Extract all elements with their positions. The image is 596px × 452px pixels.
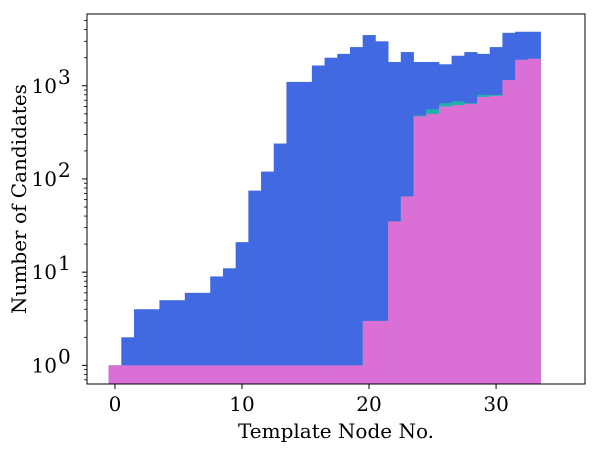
y-tick-label: 10 <box>32 74 57 98</box>
bar-series2-bin7 <box>197 365 211 384</box>
bar-series0-bin20 <box>362 35 376 385</box>
bar-series2-bin16 <box>311 365 325 384</box>
bar-series2-bin32 <box>515 59 529 384</box>
bar-series0-bin10 <box>235 242 249 384</box>
bar-series0-bin3 <box>146 309 160 384</box>
bar-series2-bin20 <box>362 320 376 384</box>
bar-series2-bin33 <box>527 58 541 384</box>
bar-series2-bin27 <box>451 105 465 385</box>
bar-series0-bin14 <box>286 81 300 384</box>
bar-series2-bin2 <box>134 365 148 384</box>
x-tick-label: 10 <box>229 392 254 416</box>
bar-series0-bin8 <box>210 276 224 384</box>
bar-series2-bin14 <box>286 365 300 384</box>
y-axis-label: Number of Candidates <box>7 84 31 314</box>
bar-series2-bin21 <box>375 320 389 384</box>
bar-series0-bin7 <box>197 292 211 384</box>
bar-series2-bin0 <box>108 365 122 384</box>
bar-series0-bin6 <box>184 292 198 384</box>
bar-series2-bin10 <box>235 365 249 384</box>
bar-series2-bin29 <box>477 96 491 385</box>
x-axis: 0 10 20 30 <box>109 384 509 416</box>
bar-series2-bin19 <box>349 365 364 384</box>
bar-series2-bin30 <box>489 95 503 384</box>
x-axis-label: Template Node No. <box>238 419 434 443</box>
bar-series0-bin18 <box>337 53 351 384</box>
bar-series2-bin18 <box>337 365 351 384</box>
bar-series0-bin16 <box>311 65 325 385</box>
bar-series0-bin19 <box>349 47 364 385</box>
bar-series2-bin11 <box>248 365 262 384</box>
y-tick-exponent: 0 <box>58 344 71 368</box>
bar-series0-bin17 <box>324 57 338 385</box>
x-tick-label: 0 <box>109 392 122 416</box>
bar-series2-bin13 <box>273 365 287 384</box>
bar-series2-bin6 <box>184 365 198 384</box>
bar-series2-bin26 <box>438 106 452 384</box>
y-tick-label: 10 <box>32 260 57 284</box>
bar-series2-bin23 <box>400 196 414 384</box>
bar-series2-bin5 <box>172 365 186 384</box>
y-tick-label: 10 <box>32 167 57 191</box>
y-tick-label: 10 <box>32 353 57 377</box>
bar-series0-bin13 <box>273 143 287 384</box>
x-tick-label: 20 <box>356 392 381 416</box>
y-tick-exponent: 2 <box>58 158 71 182</box>
bar-series2-bin25 <box>426 113 440 384</box>
bar-series2-bin22 <box>388 221 402 384</box>
bar-series2-bin3 <box>146 365 160 384</box>
bar-series0-bin2 <box>134 309 148 384</box>
y-tick-exponent: 1 <box>58 251 71 275</box>
bar-series0-bin4 <box>159 300 173 384</box>
bar-series2-bin9 <box>222 365 237 384</box>
bar-series0-bin9 <box>222 268 237 384</box>
bar-series2-bin1 <box>121 365 135 384</box>
bar-series0-bin5 <box>172 300 186 384</box>
bar-series0-bin15 <box>299 81 313 384</box>
plot-frame <box>86 13 586 385</box>
y-tick-exponent: 3 <box>58 65 71 89</box>
bar-series2-bin24 <box>413 116 427 384</box>
bar-series0-bin12 <box>261 171 275 384</box>
bar-series0-bin21 <box>375 41 389 385</box>
bar-series0-bin11 <box>248 190 262 384</box>
bar-series2-bin17 <box>324 365 338 384</box>
x-tick-label: 30 <box>483 392 508 416</box>
bar-series2-bin12 <box>261 365 275 384</box>
bars-layer <box>108 31 541 385</box>
bar-series2-bin15 <box>299 365 313 384</box>
bar-series2-bin4 <box>159 365 173 384</box>
bar-series2-bin28 <box>464 103 478 384</box>
bar-series2-bin31 <box>502 80 516 385</box>
bar-series2-bin8 <box>210 365 224 384</box>
